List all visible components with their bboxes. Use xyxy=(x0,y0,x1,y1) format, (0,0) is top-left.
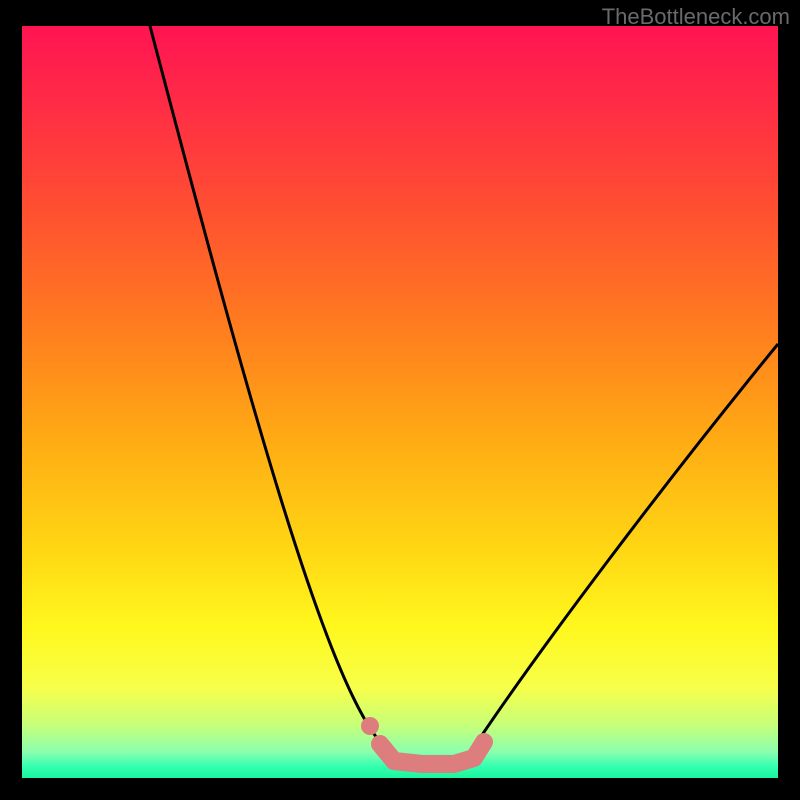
optimal-range-marker xyxy=(380,742,484,764)
bottleneck-curves xyxy=(22,26,778,778)
right-bottleneck-curve xyxy=(480,344,778,738)
optimal-range-dot xyxy=(361,717,379,735)
left-bottleneck-curve xyxy=(150,26,377,738)
chart-container: TheBottleneck.com xyxy=(0,0,800,800)
plot-area xyxy=(22,26,778,778)
watermark-label: TheBottleneck.com xyxy=(602,4,790,30)
